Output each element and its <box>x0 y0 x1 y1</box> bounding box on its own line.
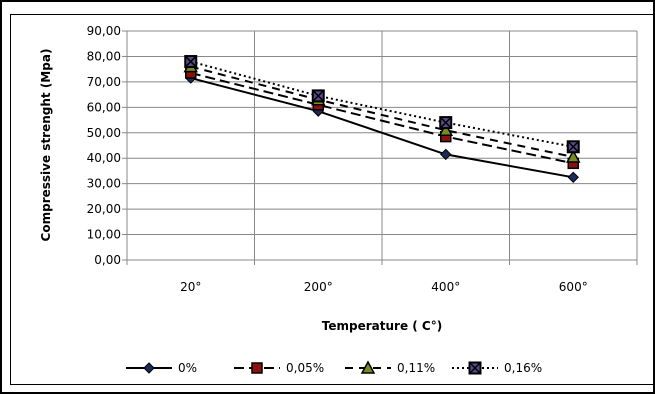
data-point <box>311 89 325 103</box>
x-tick-label: 20° <box>180 280 201 294</box>
y-tick-label: 60,00 <box>87 100 121 114</box>
legend-label: 0% <box>178 361 197 375</box>
legend-item: 0,05% <box>234 361 324 375</box>
x-tick-label: 400° <box>431 280 460 294</box>
data-point <box>184 55 198 69</box>
data-point <box>440 148 452 161</box>
data-point <box>439 116 453 130</box>
legend-marker <box>143 362 155 374</box>
y-axis-title: Compressive strenght (Mpa) <box>39 49 53 242</box>
y-tick-label: 90,00 <box>87 24 121 38</box>
chart-area-border <box>10 14 654 385</box>
x-axis-title: Temperature ( C°) <box>322 319 442 333</box>
series-line <box>190 72 574 165</box>
series <box>183 55 581 184</box>
data-point <box>565 149 581 163</box>
x-tick-labels: 20° 200° 400° 600° <box>180 280 588 294</box>
data-point <box>567 171 579 184</box>
legend: 0% 0,05% 0,11% 0,16% <box>126 360 542 375</box>
y-tick-label: 80,00 <box>87 49 121 63</box>
y-tick-label: 10,00 <box>87 228 121 242</box>
series-line <box>190 65 574 158</box>
legend-label: 0,11% <box>397 361 435 375</box>
y-tick-label: 20,00 <box>87 202 121 216</box>
x-tick-label: 200° <box>304 280 333 294</box>
legend-item: 0,16% <box>452 361 542 375</box>
axes <box>122 30 638 265</box>
y-tick-label: 40,00 <box>87 151 121 165</box>
legend-label: 0,16% <box>504 361 542 375</box>
series-line <box>190 60 574 148</box>
y-tick-label: 30,00 <box>87 177 121 191</box>
y-tick-label: 50,00 <box>87 126 121 140</box>
y-tick-label: 70,00 <box>87 75 121 89</box>
y-tick-label: 0,00 <box>94 253 121 267</box>
series-line <box>190 77 574 179</box>
data-point <box>438 122 454 136</box>
y-tick-labels: 0,00 10,00 20,00 30,00 40,00 50,00 60,00 70,00 8… <box>87 24 121 267</box>
legend-marker <box>251 362 263 374</box>
legend-item: 0,11% <box>345 360 435 375</box>
series-3 <box>184 55 580 154</box>
legend-marker <box>468 361 482 375</box>
legend-marker <box>360 360 376 374</box>
x-tick-label: 600° <box>559 280 588 294</box>
data-point <box>566 140 580 154</box>
legend-item: 0% <box>126 361 197 375</box>
grid <box>127 30 638 260</box>
legend-label: 0,05% <box>286 361 324 375</box>
